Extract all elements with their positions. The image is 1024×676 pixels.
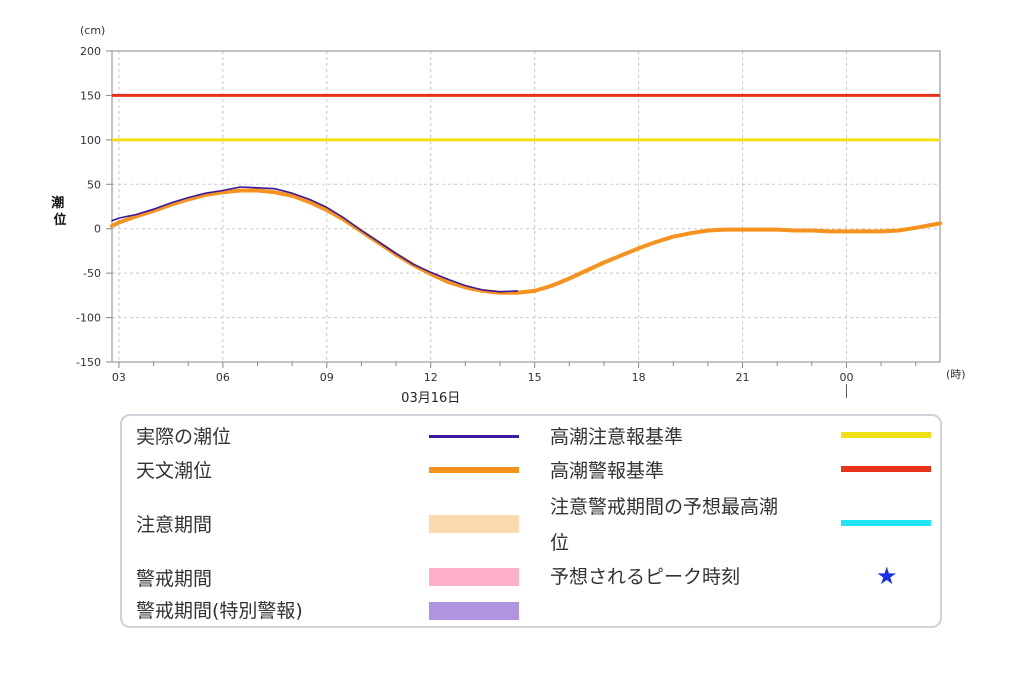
legend-label-predicted-max-tide-line1: 注意警戒期間の予想最高潮: [550, 496, 779, 518]
legend-label-astronomical-tide: 天文潮位: [136, 460, 213, 482]
legend-swatch-caution-period: [429, 515, 519, 533]
legend-swatch-astronomical-tide: [429, 467, 519, 473]
y-tick-label: -100: [76, 312, 101, 325]
y-tick-label: 0: [94, 223, 101, 236]
date-label: 03月16日: [401, 391, 460, 406]
legend-label-predicted-peak-time: 予想されるピーク時刻: [550, 566, 741, 588]
legend-label-predicted-max-tide-line2: 位: [550, 532, 570, 554]
legend-swatch-actual-tide: [429, 435, 519, 438]
legend-label-caution-period: 注意期間: [136, 514, 213, 536]
legend-label-special-warning-period: 警戒期間(特別警報): [136, 600, 303, 622]
y-tick-label: 50: [87, 178, 101, 191]
y-tick-label: 150: [80, 89, 101, 102]
x-tick-label: 06: [216, 371, 230, 384]
y-tick-label: 100: [80, 134, 101, 147]
plot-frame: [111, 50, 941, 363]
y-tick-label: 200: [80, 45, 101, 58]
x-tick-label: 12: [424, 371, 438, 384]
tide-chart: 200 150 100 50 0 -50 -100 -150 03 06 09 12 15 18 21 00…: [51, 24, 966, 406]
chart-grid: [112, 51, 940, 362]
series-line: [110, 188, 942, 295]
x-tick-label: 18: [632, 371, 646, 384]
legend-swatch-storm-surge-warning: [841, 466, 931, 472]
legend-label-actual-tide: 実際の潮位: [136, 426, 232, 448]
star-icon: ★: [876, 562, 898, 590]
legend-swatch-storm-surge-advisory: [841, 432, 931, 438]
legend-swatch-special-warning-period: [429, 602, 519, 620]
x-tick-label: 09: [320, 371, 334, 384]
legend-swatch-warning-period: [429, 568, 519, 586]
series-lines: [110, 186, 942, 295]
legend-label-storm-surge-warning: 高潮警報基準: [550, 460, 665, 482]
y-tick-labels: 200 150 100 50 0 -50 -100 -150: [76, 45, 112, 369]
x-tick-label: 21: [736, 371, 750, 384]
series-line: [111, 186, 519, 293]
y-unit-label: (cm): [80, 24, 105, 37]
x-tick-label: 03: [112, 371, 126, 384]
y-tick-label: -50: [83, 267, 101, 280]
x-tick-labels: 03 06 09 12 15 18 21 00: [112, 362, 917, 384]
x-tick-label: 00: [839, 371, 853, 384]
legend-label-storm-surge-advisory: 高潮注意報基準: [550, 426, 684, 448]
reference-lines: [112, 93, 940, 142]
x-tick-label: 15: [528, 371, 542, 384]
x-unit-label: (時): [946, 368, 966, 381]
legend-label-warning-period: 警戒期間: [136, 568, 213, 590]
legend-box: 実際の潮位 天文潮位 注意期間 警戒期間 警戒期間(特別警報) 高潮注意報基準 …: [120, 414, 942, 628]
legend-swatch-predicted-max-tide: [841, 520, 931, 526]
y-tick-label: -150: [76, 356, 101, 369]
y-axis-label: 潮 位: [51, 195, 69, 228]
